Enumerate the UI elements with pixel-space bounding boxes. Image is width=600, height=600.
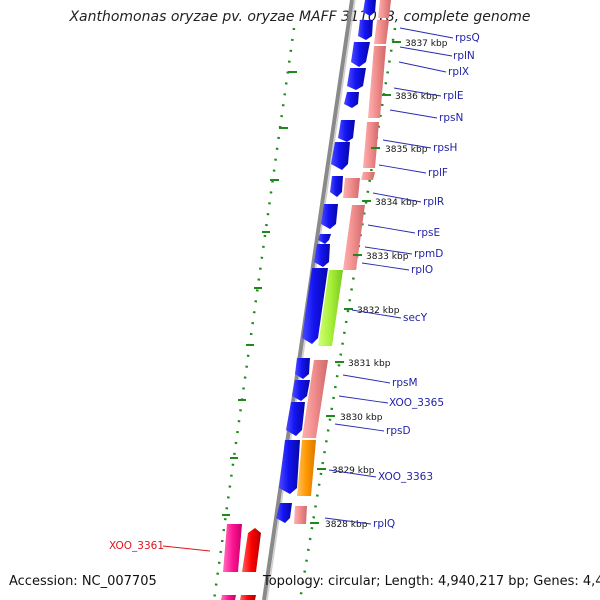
gene-label: rplF: [428, 167, 448, 179]
gene-label: rplR: [423, 196, 444, 208]
secY-track-box: [318, 270, 343, 346]
kbp-label: 3834 kbp: [375, 198, 418, 208]
gene-label: rpsD: [386, 425, 411, 437]
gene-label: rplX: [448, 66, 469, 78]
kbp-label: 3830 kbp: [340, 413, 383, 423]
map-title: Xanthomonas oryzae pv. oryzae MAFF 31101…: [69, 9, 531, 25]
kbp-label: 3828 kbp: [325, 520, 368, 530]
kbp-label: 3831 kbp: [348, 359, 391, 369]
gene-track: [294, 0, 391, 524]
label-leaders: [324, 27, 454, 525]
genome-summary: Topology: circular; Length: 4,940,217 bp…: [263, 574, 600, 589]
cds-arrows: [276, 0, 376, 523]
kbp-label: 3833 kbp: [366, 252, 409, 262]
gene-label-red: XOO_3361: [109, 540, 164, 552]
gene-label: rpmD: [414, 248, 443, 260]
kbp-label: 3832 kbp: [357, 306, 400, 316]
gene-label: XOO_3365: [389, 397, 444, 409]
gene-label: rpsQ: [455, 32, 480, 44]
gene-label: rplQ: [373, 518, 395, 530]
kbp-ticks: [310, 41, 401, 524]
xoo3361-red-feature: [242, 528, 261, 572]
gene-label: secY: [403, 312, 428, 324]
kbp-labels: 3837 kbp 3836 kbp 3835 kbp 3834 kbp 3833…: [325, 39, 448, 530]
kbp-label: 3837 kbp: [405, 39, 448, 49]
gene-labels: rpsQ rplN rplX rplE rpsN rpsH rplF rplR …: [109, 32, 480, 552]
xoo3361-pink-feature: [223, 524, 242, 572]
gene-label: rpsH: [433, 142, 457, 154]
kbp-label: 3836 kbp: [395, 92, 438, 102]
gene-label: rplN: [453, 50, 475, 62]
accession-label: Accession: NC_007705: [9, 574, 157, 589]
gc-skew-marks: [222, 71, 297, 516]
gene-label: rpsE: [417, 227, 440, 239]
xoo3363-track-box: [297, 440, 316, 496]
gene-label: rplO: [411, 264, 433, 276]
gene-label: rplE: [443, 90, 464, 102]
xoo3361-leader: [162, 545, 211, 552]
gene-label: XOO_3363: [378, 471, 433, 483]
gene-label: rpsM: [392, 377, 418, 389]
kbp-label: 3829 kbp: [332, 466, 375, 476]
kbp-label: 3835 kbp: [385, 145, 428, 155]
gene-label: rpsN: [439, 112, 463, 124]
